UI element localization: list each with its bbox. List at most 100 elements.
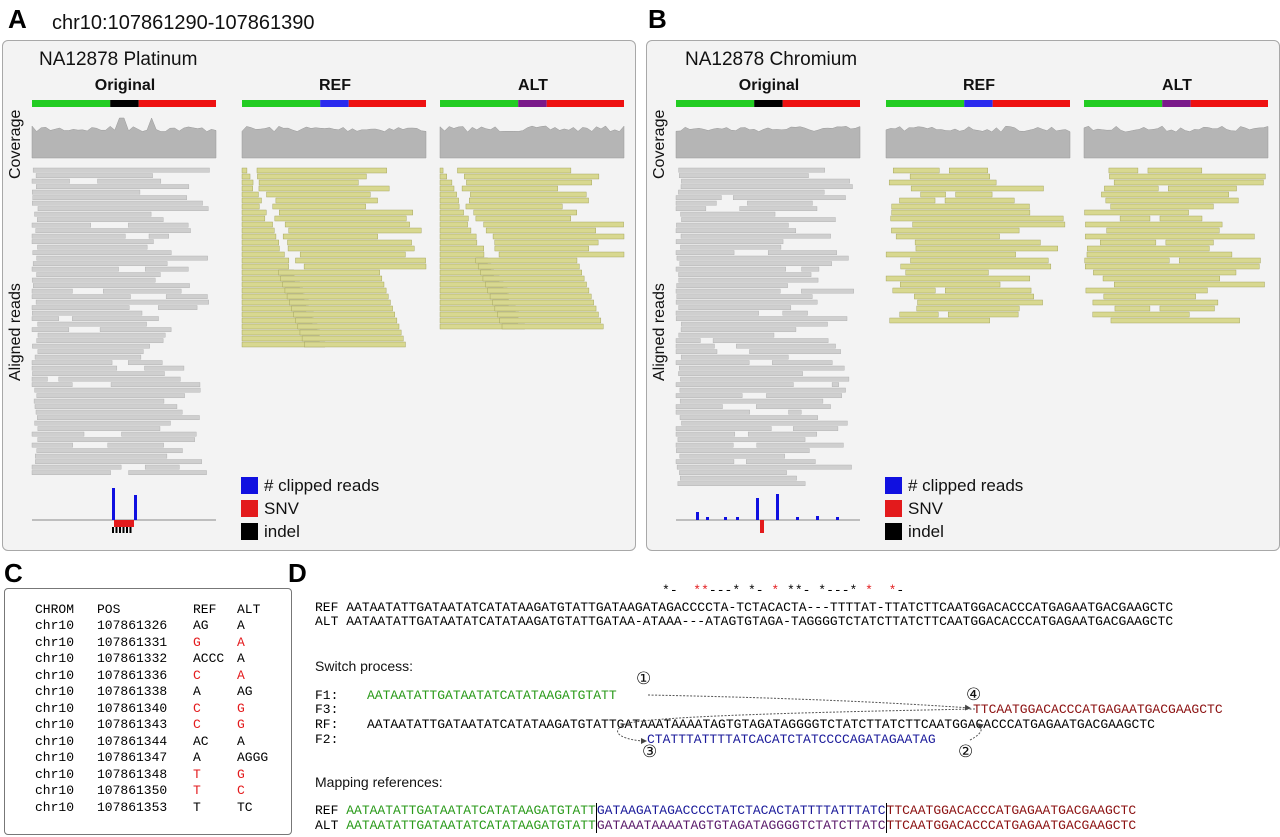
- aligned-read: [680, 244, 782, 250]
- aligned-read: [439, 197, 459, 204]
- col-alt-b: ALT: [1162, 77, 1192, 94]
- aligned-read: [675, 338, 701, 344]
- aligned-read: [299, 251, 406, 258]
- aligned-read: [36, 255, 208, 261]
- aligned-read: [1092, 299, 1219, 306]
- cell-pos: 107861344: [97, 733, 168, 749]
- cell-alt: A: [237, 651, 245, 667]
- indel-bar: [112, 527, 114, 533]
- aligned-read: [892, 167, 940, 174]
- table-row: chr10 107861336 C A: [35, 667, 277, 684]
- ref-segment-right: [138, 100, 216, 107]
- aligned-read: [1168, 185, 1237, 192]
- col-original-b: Original: [738, 77, 800, 94]
- aligned-read: [1119, 215, 1151, 222]
- mapping-title: Mapping references:: [315, 774, 443, 790]
- aligned-read: [891, 227, 1020, 234]
- aligned-read: [284, 221, 410, 228]
- panel-c-label: C: [4, 558, 23, 588]
- aligned-read: [681, 178, 850, 184]
- aligned-read: [275, 197, 378, 204]
- aligned-read: [678, 332, 775, 338]
- cell-alt: AGGG: [237, 750, 269, 766]
- aligned-read: [675, 426, 772, 432]
- aligned-read: [1102, 275, 1220, 282]
- legend-swatch-snv: [241, 500, 258, 517]
- cell-pos: 107861353: [97, 799, 168, 815]
- aligned-read: [1114, 281, 1265, 288]
- aligned-read: [282, 233, 378, 240]
- aligned-read: [487, 287, 590, 294]
- panel-a-label: A: [8, 4, 27, 34]
- step-2-marker: ②: [958, 742, 973, 761]
- map-alt-line: ALT AATAATATTGATAATATCATATAAGATGTATTGATA…: [315, 818, 1137, 833]
- aligned-read: [304, 341, 406, 348]
- aligned-read: [675, 442, 734, 448]
- ref-segment-left: [1084, 100, 1163, 107]
- aligned-read: [36, 448, 183, 454]
- f1-tag: F1:: [315, 688, 339, 703]
- ref-segment-right: [1190, 100, 1268, 107]
- aligned-read: [676, 464, 852, 470]
- aligned-read: [501, 323, 604, 330]
- cell-alt: A: [237, 667, 245, 683]
- aligned-read: [295, 257, 426, 264]
- aligned-read: [767, 250, 837, 256]
- aligned-read: [891, 203, 1030, 210]
- aligned-read: [128, 222, 189, 228]
- aligned-read: [1086, 251, 1233, 258]
- ref-alignment-line: REF AATAATATTGATAATATCATATAAGATGTATTGATA…: [315, 600, 1174, 615]
- aligned-read: [241, 239, 279, 246]
- ref-segment-left: [242, 100, 321, 107]
- aligned-read: [36, 393, 185, 399]
- aligned-read: [439, 239, 478, 246]
- map-ref-right: TTCAATGGACACCCATGAGAATGACGAAGCTC: [886, 803, 1137, 818]
- aligned-read: [1109, 173, 1266, 180]
- f3-seq: TTCAATGGACACCCATGAGAATGACGAAGCTC: [973, 702, 1223, 717]
- region-label: chr10:107861290-107861390: [52, 12, 315, 34]
- table-row: chr10 107861326 AG A: [35, 618, 277, 635]
- aligned-read: [678, 277, 819, 283]
- aligned-read: [1084, 209, 1189, 216]
- aligned-read: [31, 382, 73, 388]
- ref-segment-mid: [518, 100, 547, 107]
- aligned-read: [680, 184, 853, 190]
- header-pos: POS: [97, 601, 121, 617]
- aligned-read: [917, 299, 1043, 306]
- step-3-marker: ③: [642, 742, 657, 761]
- aligned-read: [1114, 305, 1151, 312]
- clipped-bar: [724, 517, 727, 520]
- legend-swatch-clipped: [885, 477, 902, 494]
- clipped-bar: [112, 488, 115, 520]
- aligned-read: [679, 470, 787, 476]
- aligned-read: [675, 316, 848, 322]
- f2-tag: F2:: [315, 732, 339, 747]
- aligned-read: [889, 317, 990, 324]
- indel-bar: [122, 527, 125, 533]
- aligned-read: [36, 272, 161, 278]
- aligned-read: [241, 245, 280, 252]
- aligned-read: [772, 360, 833, 366]
- aligned-read: [756, 442, 844, 448]
- aligned-read: [241, 191, 259, 198]
- aligned-read: [497, 311, 599, 318]
- aligned-read: [679, 398, 824, 404]
- ref-segment-mid: [754, 100, 783, 107]
- cell-chrom: chr10: [35, 651, 75, 667]
- legend-indel-b: indel: [885, 520, 1023, 543]
- aligned-read: [492, 299, 594, 306]
- clipped-bar: [736, 517, 739, 520]
- aligned-read: [914, 293, 1034, 300]
- legend-clipped-b: # clipped reads: [885, 474, 1023, 497]
- aligned-read: [72, 316, 159, 322]
- aligned-read: [680, 376, 850, 382]
- aligned-read: [1105, 197, 1239, 204]
- aligned-read: [480, 269, 582, 276]
- aligned-read: [303, 263, 427, 270]
- map-ref-left: AATAATATTGATAATATCATATAAGATGTATT: [346, 803, 596, 818]
- aligned-read: [899, 197, 936, 204]
- aligned-read: [293, 311, 395, 318]
- legend-swatch-indel: [885, 523, 902, 540]
- aligned-read: [439, 233, 477, 240]
